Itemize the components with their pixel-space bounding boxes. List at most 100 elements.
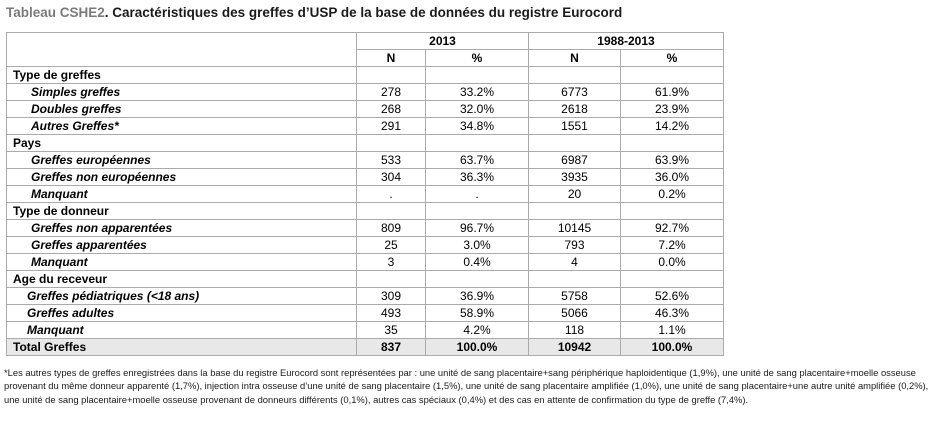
cell-n-total: 6773	[528, 83, 621, 101]
row-label: Autres Greffes*	[31, 119, 119, 133]
cell-pct-2013: 3.0%	[425, 236, 529, 254]
row-label: Doubles greffes	[31, 102, 122, 116]
cell-n-2013: 809	[356, 219, 426, 237]
total-label: Total Greffes	[6, 338, 357, 356]
row-label: Greffes non européennes	[31, 170, 177, 184]
cell-n-total: 6987	[528, 151, 621, 169]
table-row: Autres Greffes* 291 34.8% 1551 14.2%	[6, 117, 724, 135]
table-row: Manquant.. 20 0.2%	[6, 185, 724, 203]
category-row: Age du receveur	[6, 270, 724, 288]
total-n-total: 10942	[528, 338, 621, 356]
table-row: Simples greffes 278 33.2% 6773 61.9%	[6, 83, 724, 101]
header-pct-2013: %	[425, 49, 529, 67]
cell-n-2013: 268	[356, 100, 426, 118]
cell-pct-total: 0.2%	[620, 185, 724, 203]
row-label: Greffes pédiatriques (<18 ans)	[27, 289, 200, 303]
cell-n-total: 20	[528, 185, 621, 203]
cell-pct-total: 23.9%	[620, 100, 724, 118]
cell-n-2013: 304	[356, 168, 426, 186]
cell-pct-2013: 63.7%	[425, 151, 529, 169]
header-2013: 2013	[356, 32, 529, 50]
cell-pct-2013: .	[425, 185, 529, 203]
row-label: Greffes non apparentées	[31, 221, 173, 235]
category-row: Type de donneur	[6, 202, 724, 220]
row-label: Manquant	[31, 187, 88, 201]
table-row: Doubles greffes 268 32.0% 2618 23.9%	[6, 100, 724, 118]
table-row: Greffes adultes 493 58.9% 5066 46.3%	[6, 304, 724, 322]
table-row: Greffes apparentées 25 3.0% 793 7.2%	[6, 236, 724, 254]
cell-n-total: 5758	[528, 287, 621, 305]
cell-pct-total: 46.3%	[620, 304, 724, 322]
total-row: Total Greffes 837 100.0% 10942 100.0%	[6, 338, 724, 356]
cell-pct-total: 63.9%	[620, 151, 724, 169]
cell-pct-2013: 33.2%	[425, 83, 529, 101]
row-label: Manquant	[27, 323, 84, 337]
table-title-text: . Caractéristiques des greffes d’USP de …	[104, 5, 623, 20]
cell-n-total: 2618	[528, 100, 621, 118]
row-label: Greffes européennes	[31, 153, 151, 167]
category-row: Pays	[6, 134, 724, 152]
cell-pct-2013: 4.2%	[425, 321, 529, 339]
cell-n-total: 4	[528, 253, 621, 271]
cell-n-2013: 309	[356, 287, 426, 305]
footnote: *Les autres types de greffes enregistrée…	[4, 367, 929, 405]
table-row: Manquant 3 0.4% 4 0.0%	[6, 253, 724, 271]
cell-pct-2013: 34.8%	[425, 117, 529, 135]
data-table: 2013 1988-2013 N % N % Type de greffes S…	[6, 32, 724, 356]
cell-pct-total: 52.6%	[620, 287, 724, 305]
cell-pct-total: 61.9%	[620, 83, 724, 101]
cell-n-2013: 291	[356, 117, 426, 135]
total-n-2013: 837	[356, 338, 426, 356]
cell-pct-2013: 32.0%	[425, 100, 529, 118]
cell-pct-total: 7.2%	[620, 236, 724, 254]
header-row-units: N % N %	[7, 49, 724, 67]
table-title: Tableau CSHE2. Caractéristiques des gref…	[6, 5, 622, 20]
row-label: Simples greffes	[31, 85, 121, 99]
cell-pct-total: 14.2%	[620, 117, 724, 135]
category-label: Age du receveur	[6, 270, 357, 288]
cell-n-total: 5066	[528, 304, 621, 322]
row-label: Greffes apparentées	[31, 238, 147, 252]
table-row: Manquant 35 4.2% 118 1.1%	[6, 321, 724, 339]
header-row-years: 2013 1988-2013	[6, 32, 724, 67]
cell-n-2013: 493	[356, 304, 426, 322]
cell-pct-total: 36.0%	[620, 168, 724, 186]
header-pct-total: %	[620, 49, 724, 67]
cell-pct-2013: 58.9%	[425, 304, 529, 322]
cell-n-2013: 3	[356, 253, 426, 271]
cell-n-2013: 278	[356, 83, 426, 101]
cell-n-total: 1551	[528, 117, 621, 135]
table-row: Greffes européennes 533 63.7% 6987 63.9%	[6, 151, 724, 169]
table-row: Greffes non européennes 304 36.3% 3935 36.0%	[6, 168, 724, 186]
cell-n-total: 10145	[528, 219, 621, 237]
total-pct-total: 100.0%	[620, 338, 724, 356]
category-row: Type de greffes	[6, 66, 724, 84]
category-label: Pays	[6, 134, 357, 152]
header-1988-2013: 1988-2013	[528, 32, 724, 50]
header-n-2013: N	[356, 49, 426, 67]
cell-pct-total: 0.0%	[620, 253, 724, 271]
table-row: Greffes non apparentées 809 96.7% 10145 92.7…	[6, 219, 724, 237]
cell-pct-2013: 96.7%	[425, 219, 529, 237]
cell-pct-total: 92.7%	[620, 219, 724, 237]
total-pct-2013: 100.0%	[425, 338, 529, 356]
cell-pct-2013: 36.9%	[425, 287, 529, 305]
cell-n-2013: 35	[356, 321, 426, 339]
row-label: Greffes adultes	[27, 306, 115, 320]
cell-n-total: 118	[528, 321, 621, 339]
cell-n-total: 793	[528, 236, 621, 254]
cell-pct-2013: 0.4%	[425, 253, 529, 271]
category-label: Type de greffes	[6, 66, 357, 84]
row-label: Manquant	[31, 255, 88, 269]
header-empty-cell	[6, 32, 357, 67]
cell-pct-2013: 36.3%	[425, 168, 529, 186]
table-tag: Tableau CSHE2	[6, 5, 105, 20]
cell-pct-total: 1.1%	[620, 321, 724, 339]
table-row: Greffes pédiatriques (<18 ans) 309 36.9% 57…	[6, 287, 724, 305]
cell-n-2013: 25	[356, 236, 426, 254]
cell-n-2013: .	[356, 185, 426, 203]
cell-n-total: 3935	[528, 168, 621, 186]
header-n-total: N	[528, 49, 621, 67]
cell-n-2013: 533	[356, 151, 426, 169]
category-label: Type de donneur	[6, 202, 357, 220]
